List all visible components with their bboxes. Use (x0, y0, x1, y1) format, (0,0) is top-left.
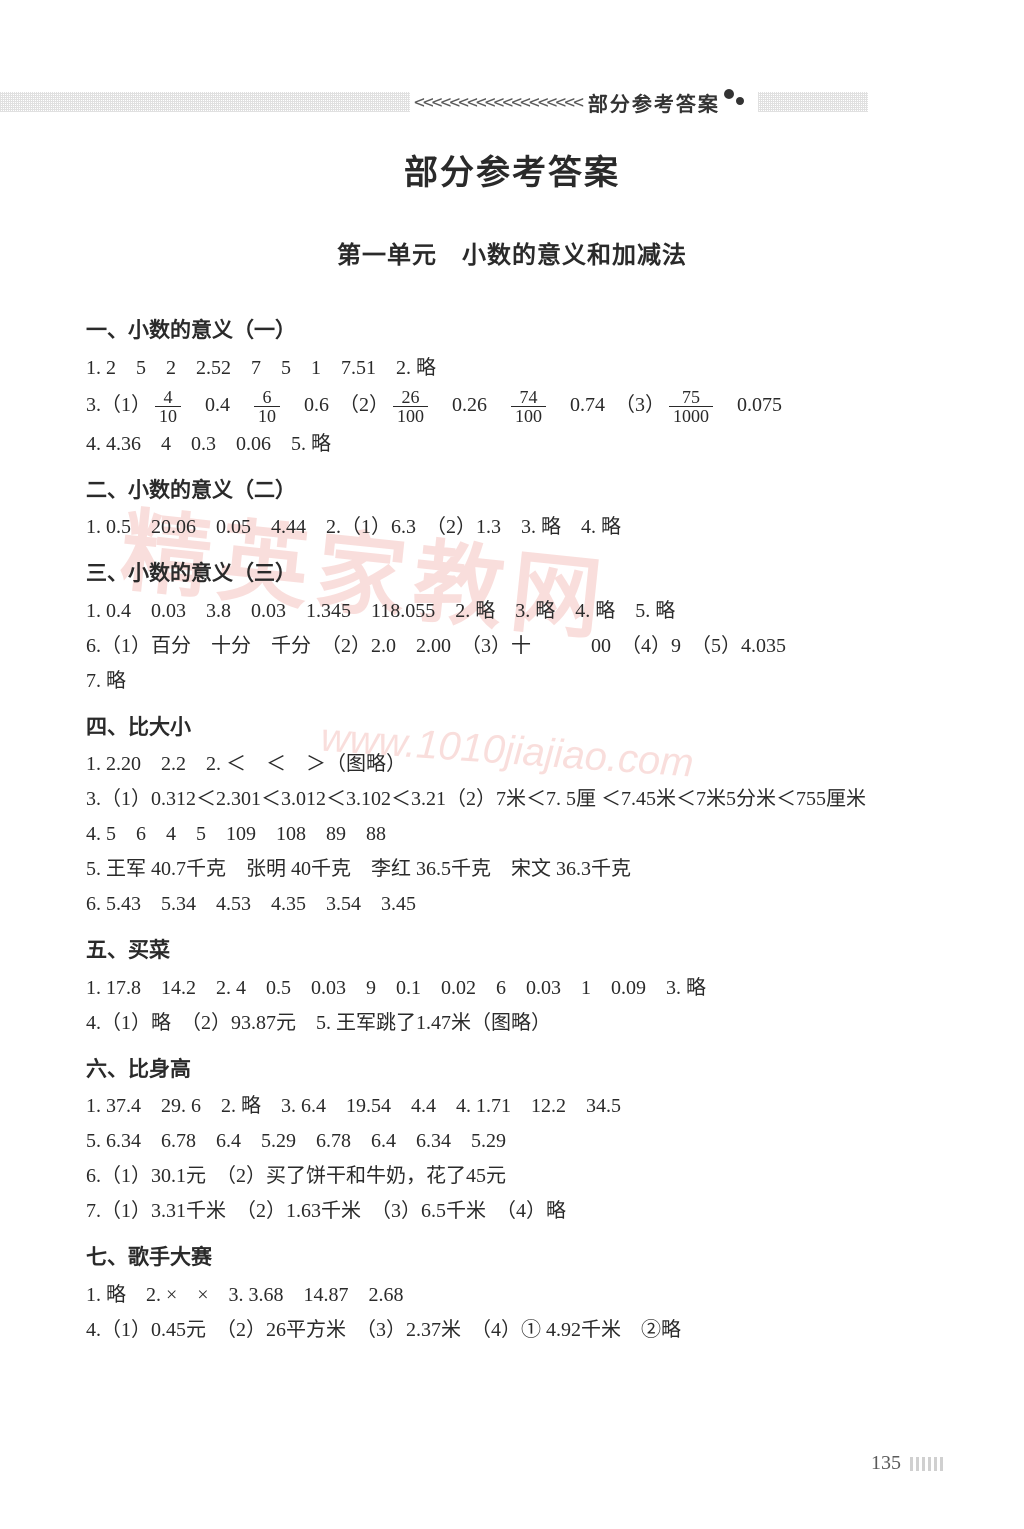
fraction-numerator: 75 (669, 388, 713, 407)
answer-line: 1. 2 5 2 2.52 7 5 1 7.51 2. 略 (86, 353, 938, 384)
page-title: 部分参考答案 (0, 145, 1024, 194)
answer-line: 3.（1）410 0.4 610 0.6 （2）26100 0.26 74100… (86, 388, 938, 425)
header-dots-left (0, 92, 410, 112)
answer-line: 3.（1）0.312＜2.301＜3.012＜3.102＜3.21（2）7米＜7… (86, 784, 938, 815)
header-chevrons: <<<<<<<<<<<<<<<<<<< (414, 92, 582, 113)
answer-content: 一、小数的意义（一） 1. 2 5 2 2.52 7 5 1 7.51 2. 略 3… (86, 300, 938, 1350)
header-label: 部分参考答案 (588, 88, 720, 117)
section-title: 六、比身高 (86, 1053, 938, 1086)
section-title: 二、小数的意义（二） (86, 474, 938, 507)
fraction-denominator: 100 (393, 407, 428, 425)
answer-line: 1. 0.5 20.06 0.05 4.44 2.（1）6.3 （2）1.3 3… (86, 512, 938, 543)
fraction-denominator: 1000 (669, 407, 713, 425)
fraction: 410 (155, 388, 181, 425)
answer-line: 1. 略 2. × × 3. 3.68 14.87 2.68 (86, 1280, 938, 1311)
unit-title: 第一单元 小数的意义和加减法 (0, 235, 1024, 270)
section-title: 七、歌手大赛 (86, 1241, 938, 1274)
answer-line: 4.（1）略 （2）93.87元 5. 王军跳了1.47米（图略） (86, 1008, 938, 1039)
fraction-numerator: 26 (393, 388, 428, 407)
page-number: 135 (871, 1452, 944, 1475)
fraction-numerator: 6 (254, 388, 280, 407)
text-span: 0.26 (432, 390, 507, 421)
page-header-band: <<<<<<<<<<<<<<<<<<< 部分参考答案 (0, 88, 1024, 116)
fraction: 610 (254, 388, 280, 425)
fraction-denominator: 100 (511, 407, 546, 425)
answer-line: 7.（1）3.31千米 （2）1.63千米 （3）6.5千米 （4）略 (86, 1196, 938, 1227)
section-title: 三、小数的意义（三） (86, 557, 938, 590)
section-title: 一、小数的意义（一） (86, 314, 938, 347)
answer-line: 4.（1）0.45元 （2）26平方米 （3）2.37米 （4）① 4.92千米… (86, 1315, 938, 1346)
fraction: 751000 (669, 388, 713, 425)
text-span: 0.6 （2） (284, 390, 389, 421)
answer-line: 1. 0.4 0.03 3.8 0.03 1.345 118.055 2. 略 … (86, 596, 938, 627)
answer-line: 4. 4.36 4 0.3 0.06 5. 略 (86, 429, 938, 460)
answer-line: 6.（1）30.1元 （2）买了饼干和牛奶，花了45元 (86, 1161, 938, 1192)
text-span: 3.（1） (86, 390, 151, 421)
section-title: 五、买菜 (86, 934, 938, 967)
fraction-numerator: 4 (155, 388, 181, 407)
answer-line: 4. 5 6 4 5 109 108 89 88 (86, 819, 938, 850)
answer-line: 5. 6.34 6.78 6.4 5.29 6.78 6.4 6.34 5.29 (86, 1126, 938, 1157)
header-dots-right (758, 92, 868, 112)
page-number-bars-icon (910, 1457, 944, 1471)
answer-line: 1. 2.20 2.2 2. ＜ ＜ ＞（图略） (86, 749, 938, 780)
answer-line: 5. 王军 40.7千克 张明 40千克 李红 36.5千克 宋文 36.3千克 (86, 854, 938, 885)
answer-line: 6. 5.43 5.34 4.53 4.35 3.54 3.45 (86, 889, 938, 920)
fraction: 26100 (393, 388, 428, 425)
fraction-denominator: 10 (155, 407, 181, 425)
fraction-numerator: 74 (511, 388, 546, 407)
fraction-denominator: 10 (254, 407, 280, 425)
header-doodle-icon (720, 87, 750, 117)
text-span: 0.075 (717, 390, 782, 421)
answer-line: 1. 37.4 29. 6 2. 略 3. 6.4 19.54 4.4 4. 1… (86, 1091, 938, 1122)
answer-line: 1. 17.8 14.2 2. 4 0.5 0.03 9 0.1 0.02 6 … (86, 973, 938, 1004)
text-span: 0.4 (185, 390, 250, 421)
text-span: 0.74 （3） (550, 390, 665, 421)
fraction: 74100 (511, 388, 546, 425)
section-title: 四、比大小 (86, 711, 938, 744)
page-number-value: 135 (871, 1452, 901, 1474)
answer-line: 7. 略 (86, 666, 938, 697)
answer-line: 6.（1）百分 十分 千分 （2）2.0 2.00 （3）十 00 （4）9 （… (86, 631, 938, 662)
